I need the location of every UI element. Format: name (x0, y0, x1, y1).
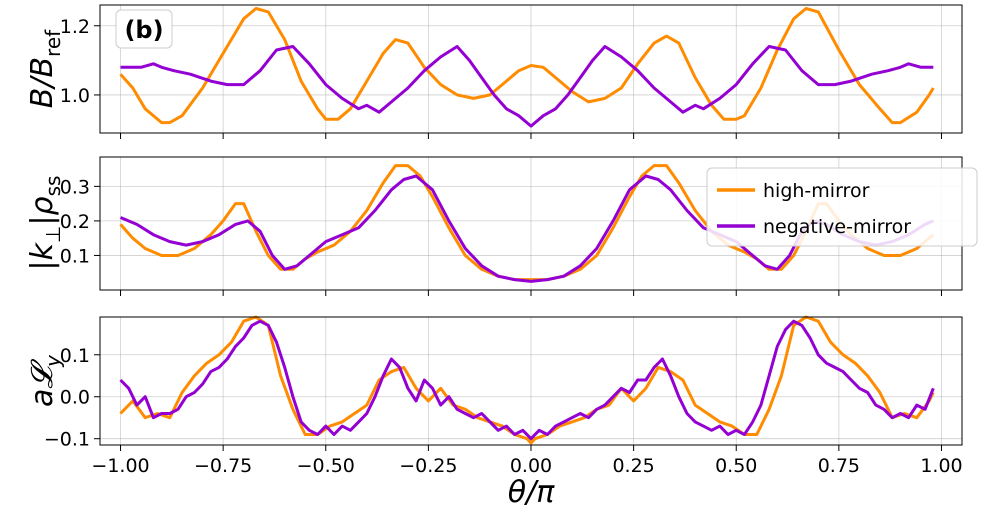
panel-tag: (b) (115, 9, 173, 49)
x-tick-label: −0.75 (194, 455, 252, 477)
x-tick-label: 0.50 (715, 455, 757, 477)
panel-lagrangian-series (119, 315, 935, 445)
panel-b-field-grid (100, 5, 962, 133)
y-tick-label: −0.1 (44, 429, 90, 451)
panel-b-field-series (119, 7, 935, 128)
x-tick-label: −0.50 (297, 455, 355, 477)
x-tick-label: 1.00 (920, 455, 962, 477)
series-line-high-mirror (119, 315, 935, 445)
panel-lagrangian: −0.1 0.0 0.1 a𝓛y −1.00 −0.75 −0.50 −0.25 0.00 0… (25, 315, 963, 477)
y-tick-label: 0.2 (60, 211, 90, 233)
panel-tag-label: (b) (124, 16, 163, 44)
y-tick-label: 0.1 (60, 345, 90, 367)
legend-label-high-mirror: high-mirror (763, 180, 870, 202)
y-tick-label: 0.1 (60, 245, 90, 267)
x-tick-labels: −1.00 −0.75 −0.50 −0.25 0.00 0.25 0.50 0.75 1.00 (91, 455, 962, 477)
y-tick-label: 1.0 (60, 85, 90, 107)
y-axis-label-main: |k (25, 241, 60, 270)
y-axis-label-main: B/B (25, 57, 60, 108)
y-axis-label-subscript: y (41, 354, 65, 368)
x-tick-label: 0.75 (818, 455, 860, 477)
panel-b-field-x-ticks (120, 133, 942, 139)
panel-wavenumber: 0.1 0.2 0.3 |k⊥|ρss high-mirror negative-m… (25, 156, 978, 296)
panel-lagrangian-y-ticks: −0.1 0.0 0.1 (44, 345, 100, 451)
y-tick-label: 1.2 (60, 16, 90, 38)
x-tick-label: −1.00 (91, 455, 149, 477)
x-tick-label: −0.25 (399, 455, 457, 477)
legend-label-negative-mirror: negative-mirror (763, 216, 911, 238)
panel-wavenumber-y-axis-label: |k⊥|ρss (25, 176, 65, 271)
series-line-high-mirror (119, 7, 935, 125)
panel-b-field-y-ticks: 1.0 1.2 (60, 16, 100, 107)
x-axis-label: θ/π (508, 475, 555, 510)
panel-wavenumber-x-ticks (120, 290, 942, 296)
panel-wavenumber-y-ticks: 0.1 0.2 0.3 (60, 176, 100, 267)
panel-lagrangian-x-ticks (120, 445, 942, 451)
series-line-negative-mirror (119, 319, 935, 441)
panel-lagrangian-grid (100, 317, 962, 445)
panel-tag-box (115, 9, 173, 49)
legend: high-mirror negative-mirror (706, 167, 978, 247)
y-axis-label-subscript: ref (41, 29, 65, 57)
legend-box (706, 167, 978, 247)
panel-lagrangian-y-axis-label: a𝓛y (25, 354, 65, 407)
y-tick-label: 0.0 (60, 387, 90, 409)
x-tick-label: 0.25 (612, 455, 654, 477)
y-axis-label-rho: |ρ (25, 196, 60, 225)
panel-b-field-y-axis-label: B/Bref (25, 29, 65, 108)
y-tick-label: 0.3 (60, 176, 90, 198)
panel-b-field: 1.0 1.2 B/Bref (b) (25, 4, 963, 139)
series-line-negative-mirror (120, 45, 934, 128)
y-axis-label-subscript: ⊥ (41, 226, 65, 243)
x-tick-label: 0.00 (510, 455, 552, 477)
y-axis-label-subscript-ss: ss (41, 176, 65, 197)
